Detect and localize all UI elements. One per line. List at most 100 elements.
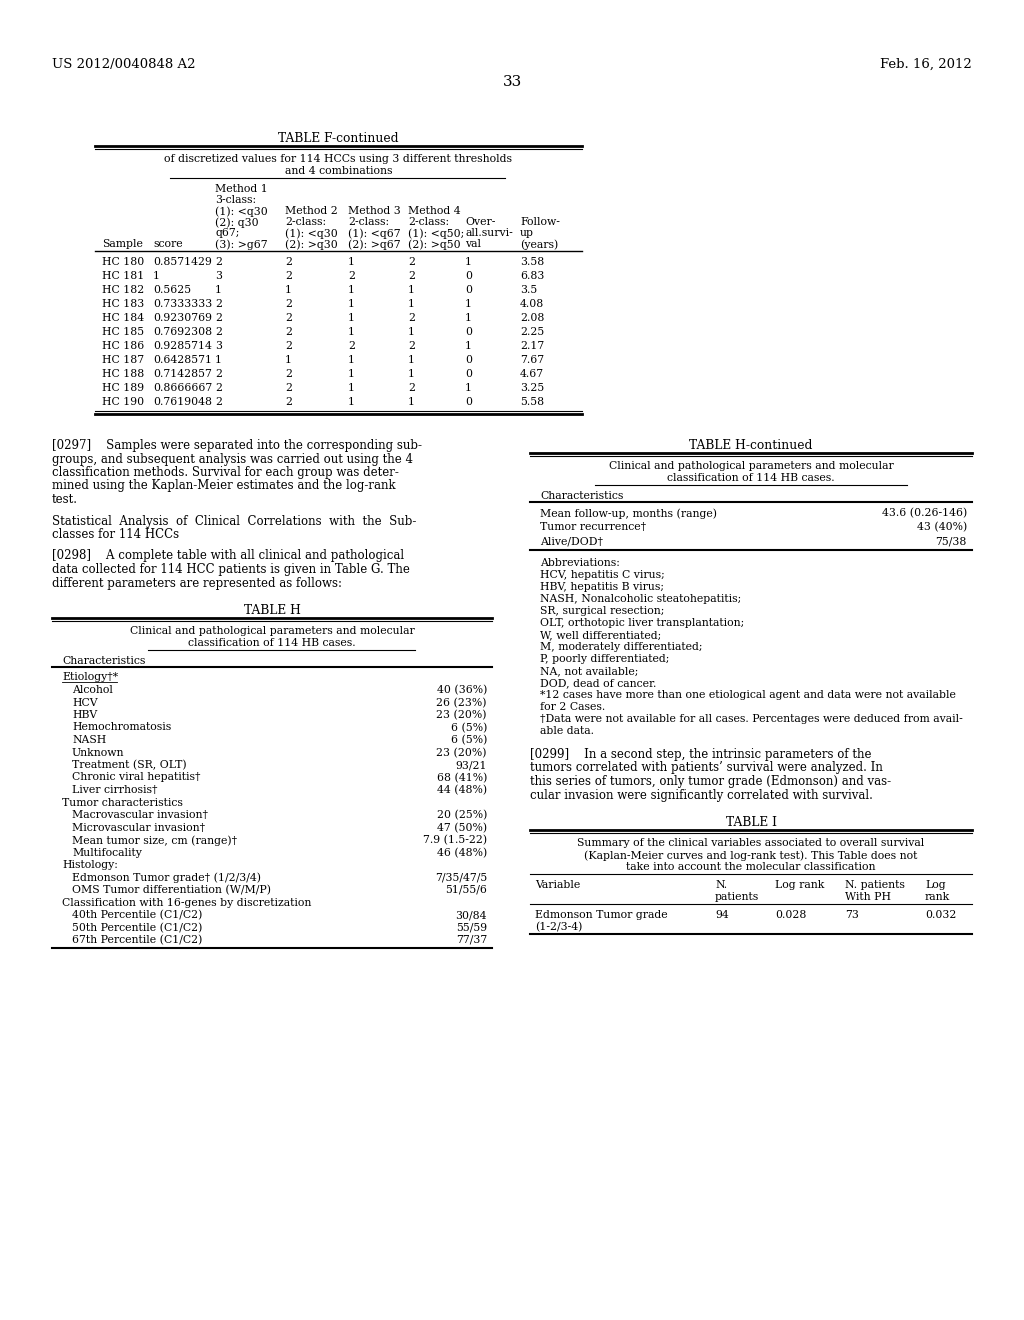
- Text: test.: test.: [52, 492, 78, 506]
- Text: *12 cases have more than one etiological agent and data were not available: *12 cases have more than one etiological…: [540, 690, 955, 700]
- Text: 2-class:: 2-class:: [408, 216, 450, 227]
- Text: 2.17: 2.17: [520, 341, 544, 351]
- Text: Tumor recurrence†: Tumor recurrence†: [540, 521, 646, 532]
- Text: data collected for 114 HCC patients is given in Table G. The: data collected for 114 HCC patients is g…: [52, 564, 410, 576]
- Text: 2: 2: [215, 313, 222, 323]
- Text: able data.: able data.: [540, 726, 594, 737]
- Text: N. patients: N. patients: [845, 880, 905, 890]
- Text: 1: 1: [348, 397, 355, 407]
- Text: 50th Percentile (C1/C2): 50th Percentile (C1/C2): [72, 923, 203, 933]
- Text: HC 180: HC 180: [102, 257, 144, 267]
- Text: 2: 2: [285, 383, 292, 393]
- Text: 3: 3: [215, 341, 222, 351]
- Text: 2: 2: [215, 300, 222, 309]
- Text: 0.5625: 0.5625: [153, 285, 191, 294]
- Text: 0: 0: [465, 285, 472, 294]
- Text: Tumor characteristics: Tumor characteristics: [62, 797, 183, 808]
- Text: 7.9 (1.5-22): 7.9 (1.5-22): [423, 836, 487, 845]
- Text: patients: patients: [715, 892, 759, 902]
- Text: Alive/DOD†: Alive/DOD†: [540, 536, 603, 546]
- Text: 3-class:: 3-class:: [215, 195, 256, 205]
- Text: 2: 2: [285, 257, 292, 267]
- Text: Macrovascular invasion†: Macrovascular invasion†: [72, 810, 208, 820]
- Text: HCV, hepatitis C virus;: HCV, hepatitis C virus;: [540, 570, 665, 579]
- Text: Treatment (SR, OLT): Treatment (SR, OLT): [72, 760, 186, 771]
- Text: this series of tumors, only tumor grade (Edmonson) and vas-: this series of tumors, only tumor grade …: [530, 775, 891, 788]
- Text: 44 (48%): 44 (48%): [437, 785, 487, 796]
- Text: 40th Percentile (C1/C2): 40th Percentile (C1/C2): [72, 909, 203, 920]
- Text: 2: 2: [285, 271, 292, 281]
- Text: SR, surgical resection;: SR, surgical resection;: [540, 606, 665, 616]
- Text: 1: 1: [408, 300, 415, 309]
- Text: 26 (23%): 26 (23%): [436, 697, 487, 708]
- Text: 1: 1: [408, 370, 415, 379]
- Text: Hemochromatosis: Hemochromatosis: [72, 722, 171, 733]
- Text: 1: 1: [465, 313, 472, 323]
- Text: (years): (years): [520, 239, 558, 249]
- Text: Characteristics: Characteristics: [540, 491, 624, 502]
- Text: Mean tumor size, cm (range)†: Mean tumor size, cm (range)†: [72, 836, 238, 846]
- Text: 2: 2: [285, 300, 292, 309]
- Text: Microvascular invasion†: Microvascular invasion†: [72, 822, 205, 833]
- Text: 3.5: 3.5: [520, 285, 538, 294]
- Text: classification of 114 HB cases.: classification of 114 HB cases.: [668, 473, 835, 483]
- Text: (2): >q67: (2): >q67: [348, 239, 400, 249]
- Text: (1): <q30: (1): <q30: [215, 206, 267, 216]
- Text: 2-class:: 2-class:: [348, 216, 389, 227]
- Text: 2: 2: [285, 370, 292, 379]
- Text: 2: 2: [285, 327, 292, 337]
- Text: 0.8666667: 0.8666667: [153, 383, 212, 393]
- Text: 23 (20%): 23 (20%): [436, 710, 487, 721]
- Text: 6.83: 6.83: [520, 271, 545, 281]
- Text: Method 2: Method 2: [285, 206, 338, 216]
- Text: Log: Log: [925, 880, 945, 890]
- Text: 40 (36%): 40 (36%): [436, 685, 487, 696]
- Text: classification of 114 HB cases.: classification of 114 HB cases.: [188, 638, 355, 648]
- Text: 1: 1: [215, 355, 222, 366]
- Text: 1: 1: [348, 327, 355, 337]
- Text: HC 190: HC 190: [102, 397, 144, 407]
- Text: cular invasion were significantly correlated with survival.: cular invasion were significantly correl…: [530, 788, 872, 801]
- Text: †Data were not available for all cases. Percentages were deduced from avail-: †Data were not available for all cases. …: [540, 714, 963, 723]
- Text: Classification with 16-genes by discretization: Classification with 16-genes by discreti…: [62, 898, 311, 908]
- Text: 0: 0: [465, 271, 472, 281]
- Text: 3.58: 3.58: [520, 257, 544, 267]
- Text: 0.7333333: 0.7333333: [153, 300, 212, 309]
- Text: 2.08: 2.08: [520, 313, 545, 323]
- Text: 0.9285714: 0.9285714: [153, 341, 212, 351]
- Text: 2.25: 2.25: [520, 327, 544, 337]
- Text: OMS Tumor differentiation (W/M/P): OMS Tumor differentiation (W/M/P): [72, 884, 271, 895]
- Text: 1: 1: [348, 257, 355, 267]
- Text: 0.8571429: 0.8571429: [153, 257, 212, 267]
- Text: 0.7692308: 0.7692308: [153, 327, 212, 337]
- Text: (1): <q50;: (1): <q50;: [408, 228, 464, 239]
- Text: Clinical and pathological parameters and molecular: Clinical and pathological parameters and…: [608, 461, 893, 471]
- Text: (1): <q67: (1): <q67: [348, 228, 400, 239]
- Text: Log rank: Log rank: [775, 880, 824, 890]
- Text: Liver cirrhosis†: Liver cirrhosis†: [72, 785, 158, 795]
- Text: 0: 0: [465, 355, 472, 366]
- Text: val: val: [465, 239, 481, 249]
- Text: 1: 1: [408, 327, 415, 337]
- Text: Sample: Sample: [102, 239, 143, 249]
- Text: (1-2/3-4): (1-2/3-4): [535, 921, 583, 932]
- Text: 1: 1: [285, 355, 292, 366]
- Text: 2: 2: [408, 341, 415, 351]
- Text: NASH: NASH: [72, 735, 106, 744]
- Text: 2: 2: [285, 313, 292, 323]
- Text: N.: N.: [715, 880, 727, 890]
- Text: 0.6428571: 0.6428571: [153, 355, 212, 366]
- Text: 1: 1: [465, 383, 472, 393]
- Text: Edmonson Tumor grade† (1/2/3/4): Edmonson Tumor grade† (1/2/3/4): [72, 873, 261, 883]
- Text: HBV: HBV: [72, 710, 97, 719]
- Text: 67th Percentile (C1/C2): 67th Percentile (C1/C2): [72, 935, 203, 945]
- Text: 1: 1: [215, 285, 222, 294]
- Text: Multifocality: Multifocality: [72, 847, 142, 858]
- Text: With PH: With PH: [845, 892, 891, 902]
- Text: Histology:: Histology:: [62, 861, 118, 870]
- Text: 43.6 (0.26-146): 43.6 (0.26-146): [882, 508, 967, 519]
- Text: 2: 2: [215, 327, 222, 337]
- Text: 1: 1: [465, 257, 472, 267]
- Text: 0: 0: [465, 397, 472, 407]
- Text: 2: 2: [215, 370, 222, 379]
